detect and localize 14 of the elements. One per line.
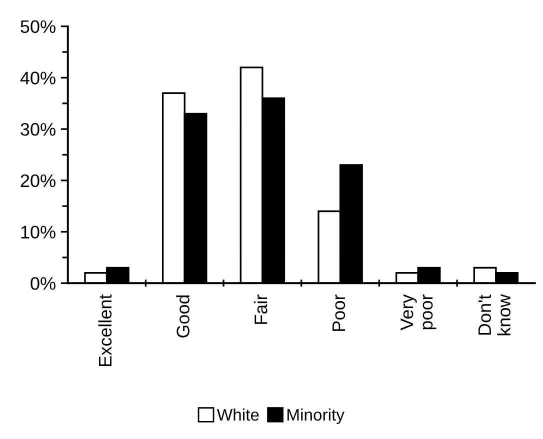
y-tick-label: 10% bbox=[21, 226, 56, 239]
x-tick-label: Very poor bbox=[400, 294, 436, 330]
x-tick-label: Don't know bbox=[478, 294, 511, 336]
legend-label: Minority bbox=[288, 408, 344, 424]
legend-label: White bbox=[216, 408, 259, 421]
y-tick-label: 0% bbox=[30, 277, 56, 290]
y-tick-label: 40% bbox=[20, 72, 56, 84]
y-tick-label: 30% bbox=[20, 123, 56, 136]
x-tick-label: Excellent bbox=[98, 294, 112, 366]
x-tick-label: Fair bbox=[254, 294, 268, 324]
x-tick-label: Poor bbox=[332, 294, 346, 331]
y-tick-label: 20% bbox=[20, 174, 56, 188]
x-tick-label: Good bbox=[176, 295, 190, 338]
y-tick-label: 50% bbox=[20, 20, 56, 34]
